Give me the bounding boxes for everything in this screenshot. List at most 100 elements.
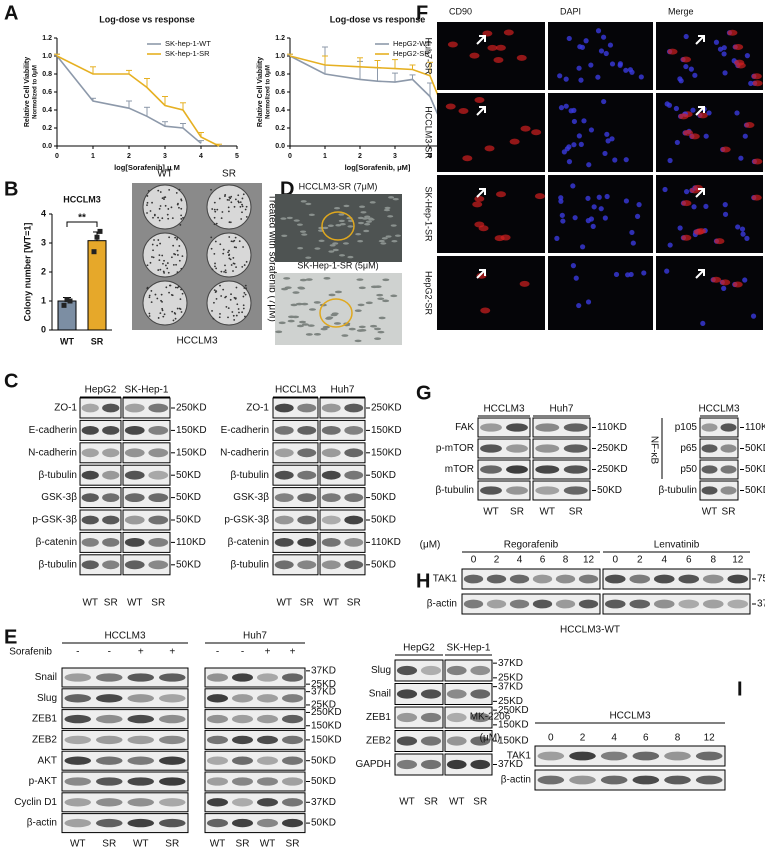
nucleus	[588, 62, 594, 68]
colony	[146, 204, 148, 206]
band	[102, 493, 120, 502]
band	[321, 470, 341, 480]
band	[282, 735, 303, 745]
band	[274, 538, 294, 547]
band	[282, 694, 303, 703]
protein-label: p65	[680, 443, 697, 454]
cell	[301, 302, 309, 306]
x-tick-label: 4	[428, 153, 432, 160]
panel-letter: I	[737, 678, 743, 700]
band	[96, 714, 123, 724]
colony	[218, 316, 221, 319]
blot-strip	[204, 688, 306, 709]
size-marker: 150KD	[498, 736, 529, 747]
blot-strip	[272, 554, 319, 576]
data-point	[61, 302, 67, 308]
colony	[162, 315, 165, 318]
size-marker: 250KD	[597, 443, 628, 454]
band	[563, 486, 588, 495]
protein-label: Cyclin D1	[14, 797, 57, 808]
size-marker: 37KD	[757, 599, 765, 610]
cell	[369, 201, 376, 204]
colony	[211, 208, 214, 210]
unit-label: (μM)	[480, 733, 501, 744]
size-marker: 50KD	[311, 776, 336, 787]
lane-label: SR	[569, 507, 583, 518]
nucleus	[721, 51, 727, 57]
cell	[378, 316, 386, 320]
size-marker: 250KD	[498, 705, 529, 716]
y-tick-label: 1.2	[275, 35, 285, 42]
protein-label: GSK-3β	[233, 492, 269, 503]
colony	[164, 196, 167, 199]
colony	[242, 304, 245, 307]
band	[480, 444, 502, 453]
nucleus	[634, 213, 641, 219]
band	[257, 818, 278, 828]
size-marker: 50KD	[371, 492, 396, 503]
panel-letter: C	[4, 370, 18, 392]
cell	[295, 302, 303, 306]
band	[297, 448, 317, 458]
protein-label: GSK-3β	[41, 492, 77, 503]
colony	[230, 195, 233, 198]
colony	[227, 254, 230, 257]
blot-strip	[319, 531, 366, 553]
colony	[168, 236, 171, 239]
chart-title: Log-dose vs response	[330, 14, 426, 24]
cd90-signal	[697, 112, 708, 119]
nucleus	[581, 118, 587, 124]
x-tick-label: 0	[288, 153, 292, 160]
colony	[229, 298, 232, 301]
band	[563, 423, 588, 432]
nucleus	[566, 35, 572, 42]
y-tick-label: 1.0	[275, 53, 285, 60]
blot-strip	[79, 397, 122, 419]
colony	[178, 259, 181, 262]
colony	[235, 314, 238, 317]
cell	[381, 237, 388, 240]
colony	[158, 207, 161, 210]
protein-label: β-actin	[27, 818, 57, 829]
blot-strip	[444, 730, 493, 752]
colony	[228, 196, 231, 199]
blot-strip	[204, 709, 306, 730]
cell	[299, 278, 307, 282]
x-tick-label: 3	[393, 153, 397, 160]
nucleus	[601, 98, 607, 105]
colony	[174, 236, 177, 239]
nucleus	[692, 72, 698, 78]
legend-label: SK-hep-1-WT	[165, 39, 211, 48]
cell	[387, 215, 394, 218]
size-marker: 75KD	[757, 574, 765, 585]
cell	[360, 211, 367, 214]
size-marker: 50KD	[371, 470, 396, 481]
nucleus	[613, 271, 620, 278]
band	[127, 735, 154, 745]
colony	[214, 265, 216, 268]
colony	[152, 249, 154, 252]
colony	[224, 193, 227, 196]
protein-label: AKT	[38, 755, 57, 766]
if-column: CD90	[449, 6, 472, 16]
nucleus	[603, 50, 609, 57]
blot-strip	[394, 730, 444, 752]
colony	[213, 216, 216, 219]
colony	[241, 205, 244, 208]
colony	[162, 262, 164, 265]
band	[159, 798, 186, 807]
cell	[354, 339, 362, 343]
protein-label: β-actin	[501, 775, 531, 786]
colony	[245, 287, 248, 290]
protein-label: mTOR	[445, 464, 474, 475]
nucleus	[588, 216, 595, 222]
lane-label: SR	[104, 598, 118, 609]
colony	[167, 208, 170, 210]
cd90-signal	[681, 56, 692, 63]
blot-strip	[444, 683, 493, 705]
protein-label: β-catenin	[228, 537, 269, 548]
band	[124, 426, 145, 435]
cell	[333, 322, 341, 325]
size-marker: 110KD	[176, 537, 206, 548]
band	[604, 574, 626, 584]
